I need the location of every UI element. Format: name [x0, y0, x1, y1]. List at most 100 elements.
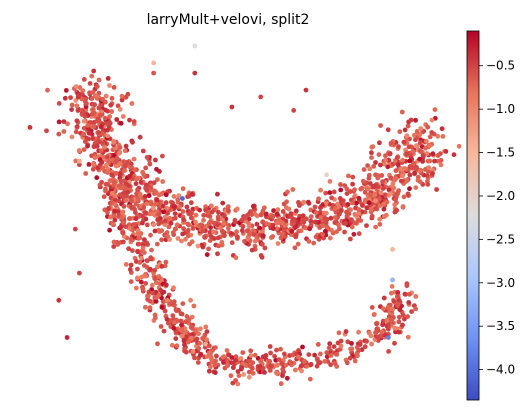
scatter-point — [307, 226, 313, 232]
scatter-point — [438, 162, 444, 168]
scatter-point — [136, 232, 142, 238]
scatter-point — [317, 360, 323, 365]
scatter-point — [337, 226, 342, 232]
scatter-point — [322, 359, 328, 364]
scatter-point — [345, 202, 351, 207]
scatter-point — [155, 341, 160, 347]
scatter-point — [151, 180, 157, 186]
scatter-point — [134, 176, 140, 182]
scatter-point — [376, 152, 382, 158]
scatter-point — [248, 353, 254, 358]
scatter-point — [290, 221, 296, 226]
scatter-point — [404, 177, 410, 183]
scatter-point — [228, 360, 234, 365]
scatter-point — [356, 329, 361, 335]
scatter-point — [393, 168, 399, 174]
scatter-point — [379, 329, 385, 335]
scatter-point — [209, 356, 214, 362]
scatter-point — [300, 217, 305, 223]
scatter-point — [327, 190, 333, 196]
scatter-point — [177, 204, 182, 210]
scatter-point — [143, 165, 149, 171]
scatter-point — [368, 333, 374, 339]
scatter-point — [313, 210, 319, 216]
scatter-point — [208, 234, 214, 239]
scatter-point — [398, 178, 404, 184]
colorbar-tick-label: −0.5 — [486, 59, 515, 73]
scatter-point — [348, 346, 353, 352]
scatter-point — [81, 147, 87, 153]
scatter-point — [426, 165, 431, 171]
scatter-point — [144, 240, 150, 246]
scatter-point — [399, 109, 405, 115]
scatter-point — [193, 328, 199, 334]
scatter-point — [290, 352, 296, 358]
scatter-point — [169, 342, 175, 348]
scatter-point — [171, 194, 177, 199]
colorbar-gradient — [466, 30, 480, 401]
scatter-point — [402, 166, 407, 171]
scatter-point — [406, 144, 412, 150]
scatter-point — [404, 281, 410, 286]
scatter-point — [84, 101, 89, 106]
scatter-point — [109, 95, 115, 101]
scatter-point — [90, 166, 96, 172]
scatter-point — [188, 211, 194, 216]
scatter-point — [132, 167, 138, 173]
scatter-point — [339, 207, 344, 213]
scatter-point — [233, 255, 239, 261]
scatter-point — [385, 164, 391, 170]
scatter-point — [242, 238, 247, 244]
scatter-point — [131, 156, 137, 162]
colorbar-tick-label: −4.0 — [486, 363, 515, 377]
scatter-point — [174, 343, 180, 349]
scatter-point — [216, 217, 222, 222]
scatter-point — [393, 176, 399, 181]
scatter-point — [112, 201, 118, 207]
scatter-point — [208, 225, 214, 230]
scatter-point — [280, 231, 286, 237]
scatter-point — [201, 217, 206, 223]
scatter-point — [165, 210, 171, 216]
scatter-point — [234, 206, 240, 212]
scatter-point — [235, 381, 241, 387]
colorbar-tick-label: −1.5 — [486, 146, 515, 160]
scatter-point — [141, 172, 147, 177]
scatter-point — [206, 221, 212, 226]
scatter-point — [127, 165, 133, 170]
scatter-point — [369, 155, 374, 161]
scatter-point — [114, 117, 120, 122]
scatter-point — [273, 370, 279, 376]
scatter-point — [82, 113, 88, 119]
scatter-point — [408, 117, 414, 123]
scatter-point — [282, 351, 287, 357]
scatter-point — [133, 216, 139, 222]
scatter-point — [56, 297, 62, 303]
scatter-point — [274, 363, 280, 368]
scatter-point — [189, 191, 195, 197]
scatter-point — [73, 98, 79, 103]
scatter-point — [221, 360, 226, 365]
scatter-point — [381, 295, 387, 301]
scatter-point — [96, 130, 102, 136]
scatter-point — [401, 194, 407, 200]
scatter-point — [318, 187, 323, 193]
scatter-point — [188, 215, 194, 221]
scatter-point — [356, 195, 362, 201]
scatter-point — [404, 133, 410, 139]
scatter-point — [163, 200, 169, 206]
scatter-point — [194, 336, 200, 342]
scatter-point — [257, 364, 263, 369]
scatter-point — [343, 221, 348, 227]
scatter-point — [98, 148, 104, 154]
scatter-point — [27, 125, 33, 130]
scatter-point — [225, 363, 231, 368]
scatter-point — [183, 349, 189, 355]
scatter-point — [249, 212, 255, 217]
scatter-point — [76, 92, 82, 98]
scatter-point — [347, 189, 353, 194]
scatter-point — [338, 187, 344, 193]
scatter-point — [435, 133, 441, 139]
scatter-point — [117, 150, 122, 156]
scatter-point — [316, 196, 321, 202]
